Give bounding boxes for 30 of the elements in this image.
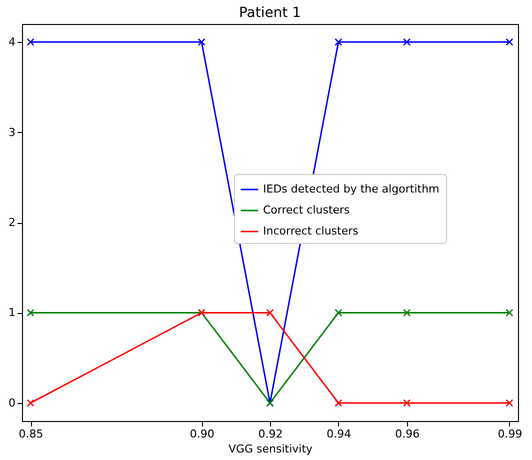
- legend-label: Correct clusters: [263, 204, 350, 216]
- x-tick-label: 0.92: [258, 428, 283, 440]
- point: [506, 38, 514, 46]
- legend-label: IEDs detected by the algortithm: [263, 182, 440, 196]
- point: [266, 308, 274, 317]
- y-tick-label: 1: [8, 306, 16, 320]
- point: [26, 399, 34, 407]
- point: [506, 399, 514, 407]
- x-tick-label: 0.85: [18, 428, 44, 440]
- point: [26, 308, 34, 317]
- y-tick-label: 3: [8, 126, 16, 139]
- point: [198, 38, 206, 46]
- point: [506, 308, 514, 317]
- point: [334, 399, 342, 407]
- x-axis-title: VGG sensitivity: [228, 442, 314, 456]
- x-tick-label: 0.99: [498, 428, 522, 440]
- x-tick-label: 0.96: [395, 428, 420, 440]
- x-tick-label: 0.94: [326, 428, 352, 440]
- y-tick-label: 4: [8, 36, 16, 49]
- legend-label: Incorrect clusters: [263, 224, 359, 238]
- x-tick-label: 0.90: [190, 428, 214, 440]
- point: [334, 308, 342, 317]
- y-tick-label: 2: [8, 216, 16, 229]
- point: [403, 308, 411, 317]
- chart-title: Patient 1: [238, 5, 302, 21]
- y-tick-label: 0: [8, 396, 16, 410]
- point: [26, 38, 34, 46]
- point: [403, 399, 411, 407]
- point: [334, 38, 342, 46]
- point: [403, 38, 411, 46]
